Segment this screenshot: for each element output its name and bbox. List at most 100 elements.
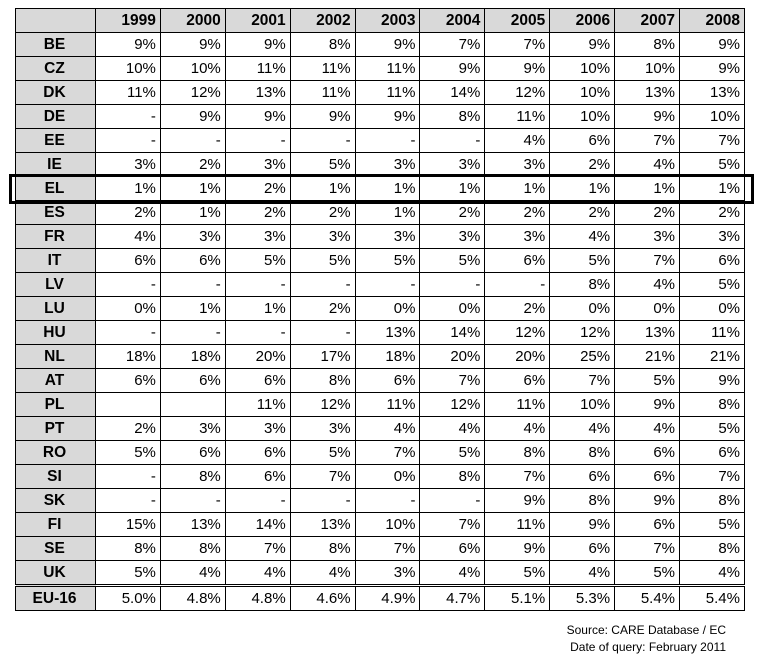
country-label: RO bbox=[15, 440, 96, 465]
country-label: PL bbox=[15, 392, 96, 417]
value-cell: 4.7% bbox=[419, 584, 486, 611]
country-label: LV bbox=[15, 272, 96, 297]
year-header: 2002 bbox=[289, 8, 356, 33]
value-cell: 4% bbox=[614, 416, 681, 441]
value-cell: 8% bbox=[549, 272, 616, 297]
value-cell: 10% bbox=[159, 56, 226, 81]
value-cell: 3% bbox=[614, 224, 681, 249]
value-cell: 7% bbox=[484, 32, 551, 57]
value-cell: 10% bbox=[549, 392, 616, 417]
value-cell: 4% bbox=[614, 152, 681, 177]
table-row: EL 1% 1% 2% 1% 1% 1% 1% 1% 1% 1% bbox=[15, 176, 745, 201]
value-cell: 5% bbox=[419, 248, 486, 273]
value-cell: 6% bbox=[95, 248, 161, 273]
country-label: PT bbox=[15, 416, 96, 441]
year-header: 2003 bbox=[354, 8, 421, 33]
value-cell: 4% bbox=[549, 560, 616, 586]
value-cell: 9% bbox=[289, 104, 356, 129]
value-cell: 6% bbox=[614, 464, 681, 489]
value-cell: 5% bbox=[484, 560, 551, 586]
value-cell: 11% bbox=[224, 56, 291, 81]
value-cell: 6% bbox=[614, 440, 681, 465]
country-label: IT bbox=[15, 248, 96, 273]
value-cell: 2% bbox=[289, 200, 356, 225]
value-cell: 4.8% bbox=[159, 584, 226, 611]
value-cell: 13% bbox=[679, 80, 745, 105]
value-cell: 11% bbox=[289, 80, 356, 105]
value-cell: 8% bbox=[95, 536, 161, 561]
value-cell: 7% bbox=[679, 128, 745, 153]
value-cell: 0% bbox=[95, 296, 161, 321]
value-cell: - bbox=[224, 272, 291, 297]
year-header: 2000 bbox=[159, 8, 226, 33]
value-cell: 1% bbox=[95, 176, 161, 201]
table-row: FI 15% 13% 14% 13% 10% 7% 11% 9% 6% 5% bbox=[15, 512, 745, 537]
table-row: AT 6% 6% 6% 8% 6% 7% 6% 7% 5% 9% bbox=[15, 368, 745, 393]
total-row: EU-16 5.0% 4.8% 4.8% 4.6% 4.9% 4.7% 5.1% 5.3% 5.4… bbox=[15, 584, 745, 611]
value-cell: 3% bbox=[289, 224, 356, 249]
value-cell: 11% bbox=[484, 104, 551, 129]
value-cell: 2% bbox=[549, 200, 616, 225]
table-row: PT 2% 3% 3% 3% 4% 4% 4% 4% 4% 5% bbox=[15, 416, 745, 441]
value-cell: 9% bbox=[224, 32, 291, 57]
value-cell: 1% bbox=[159, 176, 226, 201]
table-row: RO 5% 6% 6% 5% 7% 5% 8% 8% 6% 6% bbox=[15, 440, 745, 465]
value-cell: 5% bbox=[679, 512, 745, 537]
value-cell: 7% bbox=[549, 368, 616, 393]
value-cell: 1% bbox=[549, 176, 616, 201]
value-cell: 6% bbox=[224, 464, 291, 489]
value-cell: - bbox=[95, 104, 161, 129]
value-cell: 1% bbox=[419, 176, 486, 201]
value-cell: 7% bbox=[484, 464, 551, 489]
value-cell: 1% bbox=[484, 176, 551, 201]
country-label: UK bbox=[15, 560, 96, 586]
value-cell: 8% bbox=[484, 440, 551, 465]
value-cell: - bbox=[484, 272, 551, 297]
value-cell: 5% bbox=[679, 416, 745, 441]
value-cell: 4% bbox=[95, 224, 161, 249]
value-cell: 3% bbox=[419, 224, 486, 249]
value-cell: 11% bbox=[289, 56, 356, 81]
value-cell: 8% bbox=[159, 464, 226, 489]
value-cell: 8% bbox=[679, 392, 745, 417]
value-cell: 10% bbox=[549, 56, 616, 81]
value-cell: 2% bbox=[549, 152, 616, 177]
table-row: EE - - - - - -4% 6% 7% 7% bbox=[15, 128, 745, 153]
value-cell: 4% bbox=[484, 416, 551, 441]
value-cell: 11% bbox=[354, 392, 421, 417]
value-cell: 5% bbox=[679, 152, 745, 177]
table-row: NL 18% 18% 20% 17% 18% 20% 20% 25% 21% 21% bbox=[15, 344, 745, 369]
country-label: ES bbox=[15, 200, 96, 225]
value-cell: 9% bbox=[159, 32, 226, 57]
value-cell: 10% bbox=[679, 104, 745, 129]
value-cell: 8% bbox=[289, 368, 356, 393]
value-cell: 6% bbox=[419, 536, 486, 561]
table-row: FR 4% 3% 3% 3% 3% 3% 3% 4% 3% 3% bbox=[15, 224, 745, 249]
source-text: Source: CARE Database / EC bbox=[566, 623, 726, 637]
value-cell: - bbox=[95, 464, 161, 489]
value-cell: 13% bbox=[289, 512, 356, 537]
value-cell: 4% bbox=[679, 560, 745, 586]
table-row: PL 11% 12% 11% 12% 11% 10% 9% 8% bbox=[15, 392, 745, 417]
value-cell: 4% bbox=[159, 560, 226, 586]
value-cell: - bbox=[95, 320, 161, 345]
value-cell: 10% bbox=[95, 56, 161, 81]
value-cell: 4% bbox=[614, 272, 681, 297]
value-cell: 0% bbox=[549, 296, 616, 321]
value-cell: - bbox=[159, 488, 226, 513]
data-table: 1999 2000 2001 2002 2003 2004 2005 2006 2007 2008… bbox=[15, 8, 745, 611]
value-cell bbox=[159, 392, 226, 417]
value-cell: 4% bbox=[419, 560, 486, 586]
value-cell: 9% bbox=[679, 56, 745, 81]
value-cell: 7% bbox=[614, 536, 681, 561]
value-cell: 12% bbox=[484, 80, 551, 105]
value-cell: 8% bbox=[289, 32, 356, 57]
value-cell: 8% bbox=[614, 32, 681, 57]
country-label: LU bbox=[15, 296, 96, 321]
value-cell: 5.4% bbox=[679, 584, 745, 611]
value-cell: - bbox=[224, 320, 291, 345]
value-cell: 13% bbox=[159, 512, 226, 537]
value-cell: 3% bbox=[354, 152, 421, 177]
value-cell: - bbox=[289, 128, 356, 153]
value-cell: 4.8% bbox=[224, 584, 291, 611]
